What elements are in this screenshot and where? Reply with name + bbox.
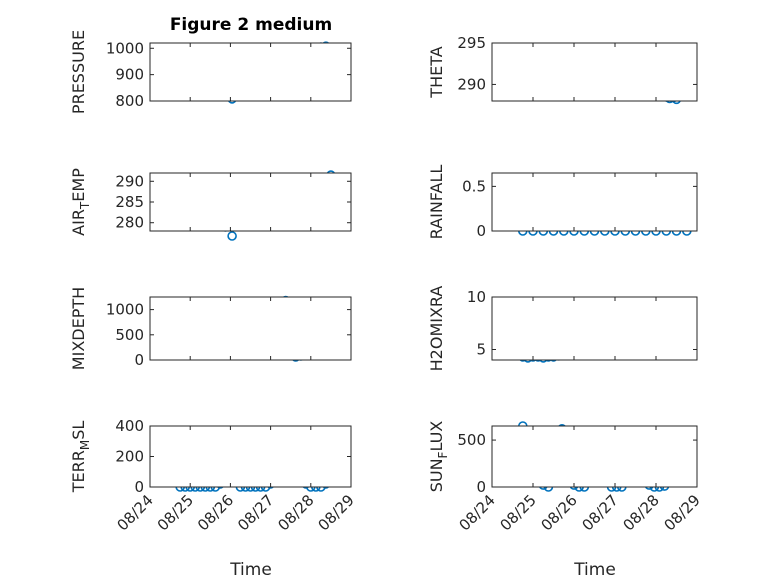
- y-axis-label: THETA: [427, 46, 446, 98]
- x-tick-label: 08/29: [661, 491, 704, 534]
- x-tick-label: 08/27: [579, 491, 622, 534]
- y-tick-label: 10: [467, 288, 486, 306]
- y-axis-label: SUNFLUX: [427, 421, 450, 493]
- axes-frame: [149, 425, 352, 488]
- y-axis-label: AIRTEMP: [69, 168, 92, 236]
- y-axis-label: TERRMSL: [69, 421, 92, 494]
- axes-frame: [491, 296, 698, 361]
- data-point: [227, 231, 237, 241]
- x-tick-label: 08/27: [234, 491, 277, 534]
- x-tick-label: 08/24: [114, 491, 157, 534]
- x-tick-label: 08/25: [497, 491, 540, 534]
- subplot-3: 280 285 290 AIRTEMP: [69, 168, 352, 241]
- subplot-6: 5 10 H2OMIXRA: [427, 286, 698, 372]
- axes-frame: [491, 425, 698, 488]
- x-tick-label: 08/26: [538, 491, 581, 534]
- x-tick-label: 08/26: [194, 491, 237, 534]
- y-tick-label: 0: [476, 478, 486, 496]
- axes-frame: [149, 296, 352, 361]
- y-tick-label: 1000: [106, 301, 144, 319]
- y-tick-label: 900: [115, 66, 144, 84]
- y-tick-label: 0: [134, 351, 144, 369]
- subplot-1: 800 900 1000 PRESSURE: [69, 30, 352, 114]
- axes-frame: [149, 42, 352, 102]
- y-tick-label: 0: [134, 478, 144, 496]
- y-tick-label: 0.5: [462, 177, 486, 195]
- axes-frame: [491, 172, 698, 232]
- y-tick-label: 500: [115, 326, 144, 344]
- figure-title: Figure 2 medium: [170, 15, 332, 35]
- y-tick-label: 5: [476, 341, 486, 359]
- subplot-4: 0 0.5 RAINFALL: [427, 165, 698, 240]
- y-axis-label: RAINFALL: [427, 165, 446, 240]
- x-tick-label: 08/28: [620, 491, 663, 534]
- y-tick-label: 800: [115, 92, 144, 110]
- y-axis-label: MIXDEPTH: [69, 287, 88, 370]
- axes-frame: [149, 172, 352, 232]
- y-tick-label: 400: [115, 417, 144, 435]
- x-tick-label: 08/29: [315, 491, 358, 534]
- subplot-5: 0 500 1000 MIXDEPTH: [69, 287, 352, 370]
- y-tick-label: 1000: [106, 39, 144, 57]
- y-tick-label: 0: [476, 222, 486, 240]
- x-tick-label: 08/24: [456, 491, 499, 534]
- y-tick-label: 280: [115, 214, 144, 232]
- y-tick-label: 200: [115, 448, 144, 466]
- y-tick-label: 290: [115, 172, 144, 190]
- y-tick-label: 295: [457, 34, 486, 52]
- x-tick-label: 08/25: [154, 491, 197, 534]
- y-tick-label: 290: [457, 75, 486, 93]
- x-axis-label-left: Time: [229, 560, 272, 580]
- x-axis-label-right: Time: [573, 560, 616, 580]
- y-tick-label: 500: [457, 431, 486, 449]
- subplot-2: 290 295 THETA: [427, 34, 698, 105]
- y-tick-label: 285: [115, 193, 144, 211]
- y-axis-label: PRESSURE: [69, 30, 88, 114]
- axes-frame: [491, 42, 698, 102]
- y-axis-label: H2OMIXRA: [427, 286, 446, 372]
- x-tick-label: 08/28: [274, 491, 317, 534]
